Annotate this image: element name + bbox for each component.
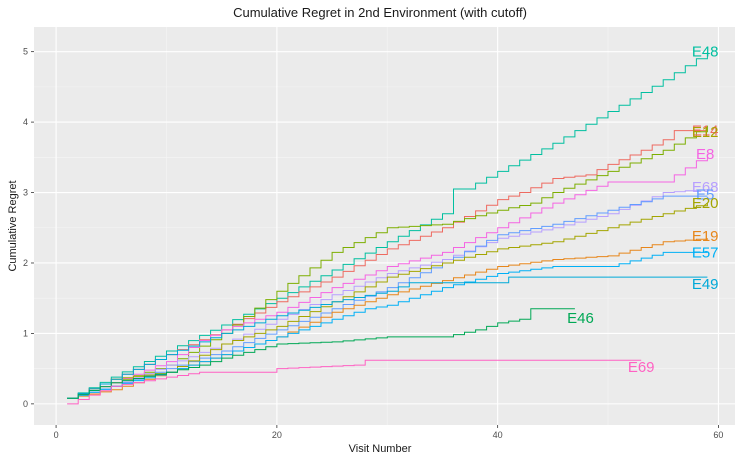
x-tick-label: 20: [272, 430, 282, 440]
series-label-e19: E19: [692, 228, 719, 245]
series-label-e49: E49: [692, 276, 719, 293]
chart-title: Cumulative Regret in 2nd Environment (wi…: [233, 5, 527, 20]
series-label-e8: E8: [696, 146, 714, 163]
y-tick-label: 0: [23, 399, 28, 409]
series-label-e46: E46: [567, 310, 594, 327]
series-label-e48: E48: [692, 44, 719, 61]
series-label-e69: E69: [628, 359, 655, 376]
x-tick-label: 60: [713, 430, 723, 440]
y-tick-label: 2: [23, 258, 28, 268]
x-axis: 0 20 40 60: [54, 425, 724, 440]
y-tick-label: 3: [23, 188, 28, 198]
x-tick-label: 40: [493, 430, 503, 440]
y-tick-label: 5: [23, 47, 28, 57]
x-tick-label: 0: [54, 430, 59, 440]
y-axis: 0 1 2 3 4 5: [23, 47, 34, 409]
series-label-e20: E20: [692, 195, 719, 212]
y-axis-title: Cumulative Regret: [7, 180, 19, 271]
x-axis-title: Visit Number: [349, 443, 412, 455]
y-tick-label: 4: [23, 117, 28, 127]
y-tick-label: 1: [23, 328, 28, 338]
series-label-e12: E12: [692, 124, 719, 141]
series-label-e57: E57: [692, 244, 719, 261]
